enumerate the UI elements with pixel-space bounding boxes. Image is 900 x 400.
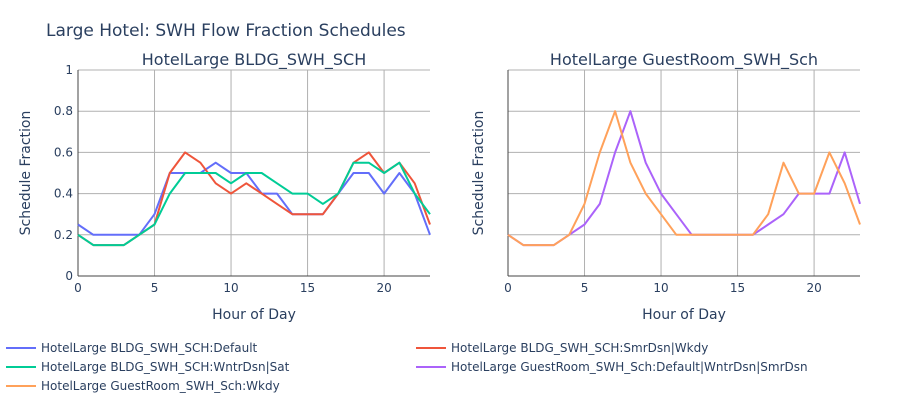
y-tick-label: 0.6 xyxy=(54,145,73,159)
x-axis-label: Hour of Day xyxy=(212,307,296,323)
legend-label: HotelLarge GuestRoom_SWH_Sch:Default|Wnt… xyxy=(451,360,808,374)
subplot-title: HotelLarge GuestRoom_SWH_Sch xyxy=(550,50,818,70)
legend-item[interactable]: HotelLarge GuestRoom_SWH_Sch:Wkdy xyxy=(6,379,280,393)
x-tick-label: 10 xyxy=(653,281,668,295)
subplot-title: HotelLarge BLDG_SWH_SCH xyxy=(142,50,366,70)
series-line xyxy=(77,151,431,247)
series-line xyxy=(77,161,431,236)
subplot-1: 0 5 10 15 20 0 0.2 0.4 0.6 0.8 1 HotelLarge BLDG_SW… xyxy=(18,50,431,323)
x-tick-label: 5 xyxy=(151,281,159,295)
series-line xyxy=(77,161,431,247)
legend-label: HotelLarge BLDG_SWH_SCH:Default xyxy=(41,341,258,355)
x-tick-label: 0 xyxy=(504,281,512,295)
legend: HotelLarge BLDG_SWH_SCH:Default HotelLarg… xyxy=(6,341,808,393)
legend-item[interactable]: HotelLarge BLDG_SWH_SCH:SmrDsn|Wkdy xyxy=(416,341,708,355)
x-tick-label: 20 xyxy=(806,281,821,295)
legend-label: HotelLarge BLDG_SWH_SCH:WntrDsn|Sat xyxy=(41,360,290,374)
y-tick-label: 0.2 xyxy=(54,228,73,242)
x-axis-label: Hour of Day xyxy=(642,307,726,323)
legend-label: HotelLarge BLDG_SWH_SCH:SmrDsn|Wkdy xyxy=(451,341,708,355)
legend-item[interactable]: HotelLarge GuestRoom_SWH_Sch:Default|Wnt… xyxy=(416,360,808,374)
x-tick-label: 10 xyxy=(223,281,238,295)
legend-item[interactable]: HotelLarge BLDG_SWH_SCH:WntrDsn|Sat xyxy=(6,360,290,374)
y-tick-label: 0 xyxy=(65,269,73,283)
figure-title: Large Hotel: SWH Flow Fraction Schedules xyxy=(46,21,406,41)
x-tick-label: 20 xyxy=(376,281,391,295)
y-tick-label: 1 xyxy=(65,63,73,77)
series-line xyxy=(507,110,861,247)
x-tick-label: 5 xyxy=(581,281,589,295)
y-axis-label: Schedule Fraction xyxy=(471,111,487,236)
y-tick-label: 0.8 xyxy=(54,104,73,118)
x-tick-label: 15 xyxy=(730,281,745,295)
subplot-2: 0 5 10 15 20 HotelLarge GuestRoom_SWH_Sch Hour… xyxy=(471,50,861,323)
y-tick-label: 0.4 xyxy=(54,187,73,201)
legend-item[interactable]: HotelLarge BLDG_SWH_SCH:Default xyxy=(6,341,258,355)
x-tick-label: 15 xyxy=(300,281,315,295)
x-tick-label: 0 xyxy=(74,281,82,295)
legend-label: HotelLarge GuestRoom_SWH_Sch:Wkdy xyxy=(41,379,280,393)
y-axis-label: Schedule Fraction xyxy=(18,111,34,236)
series-line xyxy=(507,110,861,247)
